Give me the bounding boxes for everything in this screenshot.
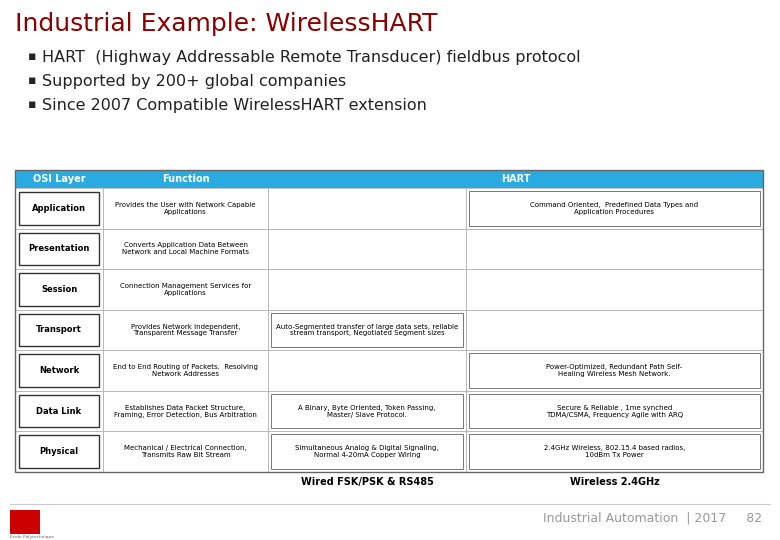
Bar — [103, 431, 268, 472]
Bar — [19, 354, 99, 387]
Bar — [15, 310, 103, 350]
Text: Converts Application Data Between
Network and Local Machine Formats: Converts Application Data Between Networ… — [122, 242, 249, 255]
Text: Mechanical / Electrical Connection,
Transmits Raw Bit Stream: Mechanical / Electrical Connection, Tran… — [124, 445, 247, 458]
Bar — [103, 269, 268, 310]
Text: Provides the User with Network Capable
Applications: Provides the User with Network Capable A… — [115, 202, 256, 215]
Text: Simultaneous Analog & Digital Signaling,
Normal 4-20mA Copper Wiring: Simultaneous Analog & Digital Signaling,… — [295, 445, 439, 458]
Text: Supported by 200+ global companies: Supported by 200+ global companies — [42, 74, 346, 89]
Text: Secure & Reliable , 1me synched
TDMA/CSMA, Frequency Agile with ARQ: Secure & Reliable , 1me synched TDMA/CSM… — [546, 404, 683, 417]
Bar — [15, 350, 103, 391]
Bar — [469, 353, 760, 388]
Bar — [469, 394, 760, 428]
Text: ▪: ▪ — [28, 74, 37, 87]
Text: Application: Application — [32, 204, 86, 213]
Bar — [19, 233, 99, 265]
Bar — [268, 431, 466, 472]
Text: Wired FSK/PSK & RS485: Wired FSK/PSK & RS485 — [300, 477, 434, 487]
Bar — [19, 395, 99, 428]
Text: 2.4GHz Wireless, 802.15.4 based radios,
10dBm Tx Power: 2.4GHz Wireless, 802.15.4 based radios, … — [544, 445, 685, 458]
Text: Data Link: Data Link — [37, 407, 82, 416]
Bar — [466, 431, 763, 472]
Bar — [268, 228, 466, 269]
Text: Since 2007 Compatible WirelessHART extension: Since 2007 Compatible WirelessHART exten… — [42, 98, 427, 113]
Bar — [19, 435, 99, 468]
Text: Network: Network — [39, 366, 79, 375]
Bar — [271, 434, 463, 469]
Bar — [469, 191, 760, 226]
Text: Connection Management Services for
Applications: Connection Management Services for Appli… — [120, 283, 251, 296]
Text: Physical: Physical — [40, 447, 79, 456]
Bar — [466, 350, 763, 391]
Bar — [466, 391, 763, 431]
Bar — [15, 391, 103, 431]
Text: HART: HART — [501, 174, 530, 184]
Bar — [15, 170, 763, 472]
Bar — [466, 228, 763, 269]
Bar — [10, 510, 40, 534]
Bar — [15, 188, 103, 228]
Text: Ecole Polytechnique
Féd. de Lausanne: Ecole Polytechnique Féd. de Lausanne — [10, 535, 54, 540]
Text: Command Oriented,  Predefined Data Types and
Application Procedures: Command Oriented, Predefined Data Types … — [530, 202, 699, 215]
Text: Function: Function — [161, 174, 209, 184]
Bar — [103, 228, 268, 269]
Text: OSI Layer: OSI Layer — [33, 174, 85, 184]
Bar — [19, 273, 99, 306]
Bar — [15, 170, 763, 188]
Text: Auto-Segmented transfer of large data sets, reliable
stream transport, Negotiate: Auto-Segmented transfer of large data se… — [276, 323, 458, 336]
Bar — [466, 310, 763, 350]
Bar — [19, 192, 99, 225]
Text: Provides Network Independent,
Transparent Message Transfer: Provides Network Independent, Transparen… — [131, 323, 240, 336]
Text: HART  (Highway Addressable Remote Transducer) fieldbus protocol: HART (Highway Addressable Remote Transdu… — [42, 50, 580, 65]
Bar — [268, 188, 466, 228]
Text: Power-Optimized, Redundant Path Self-
Healing Wireless Mesh Network.: Power-Optimized, Redundant Path Self- He… — [547, 364, 682, 377]
Bar — [103, 188, 268, 228]
Bar — [268, 350, 466, 391]
Bar — [268, 391, 466, 431]
Text: Transport: Transport — [36, 326, 82, 334]
Bar — [103, 310, 268, 350]
Text: Presentation: Presentation — [28, 245, 90, 253]
Text: A Binary, Byte Oriented, Token Passing,
Master/ Slave Protocol.: A Binary, Byte Oriented, Token Passing, … — [298, 404, 436, 417]
Bar — [466, 269, 763, 310]
Text: ▪: ▪ — [28, 98, 37, 111]
Bar — [466, 188, 763, 228]
Text: Session: Session — [41, 285, 77, 294]
Bar — [268, 269, 466, 310]
Bar — [103, 350, 268, 391]
Bar — [271, 313, 463, 347]
Text: End to End Routing of Packets.  Resolving
Network Addresses: End to End Routing of Packets. Resolving… — [113, 364, 258, 377]
Bar — [15, 269, 103, 310]
Bar — [15, 228, 103, 269]
Bar — [15, 431, 103, 472]
Text: Industrial Example: WirelessHART: Industrial Example: WirelessHART — [15, 12, 438, 36]
Bar — [19, 314, 99, 346]
Text: Industrial Automation  | 2017     82: Industrial Automation | 2017 82 — [543, 511, 762, 524]
Text: ▪: ▪ — [28, 50, 37, 63]
Text: Establishes Data Packet Structure,
Framing, Error Detection, Bus Arbitration: Establishes Data Packet Structure, Frami… — [114, 404, 257, 417]
Bar — [268, 310, 466, 350]
Bar — [271, 394, 463, 428]
Text: Wireless 2.4GHz: Wireless 2.4GHz — [569, 477, 659, 487]
Bar — [469, 434, 760, 469]
Bar — [103, 391, 268, 431]
